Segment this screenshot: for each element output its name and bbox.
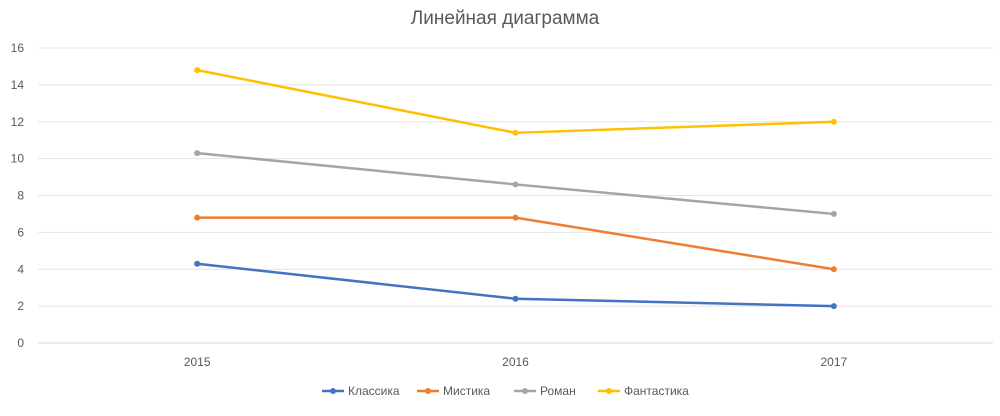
data-point bbox=[512, 181, 519, 188]
data-point bbox=[512, 214, 519, 221]
x-tick-label: 2017 bbox=[820, 355, 847, 369]
legend-swatch-marker bbox=[606, 388, 612, 394]
series-line bbox=[195, 216, 836, 271]
y-tick-label: 10 bbox=[11, 152, 25, 166]
data-point bbox=[194, 214, 201, 221]
y-tick-label: 2 bbox=[17, 299, 24, 313]
y-tick-label: 14 bbox=[11, 78, 25, 92]
gridlines bbox=[38, 47, 993, 344]
chart-title: Линейная диаграмма bbox=[411, 8, 600, 29]
y-tick-label: 16 bbox=[11, 41, 25, 55]
legend-swatch-marker bbox=[425, 388, 431, 394]
data-point bbox=[512, 129, 519, 136]
legend-swatch-marker bbox=[330, 388, 336, 394]
series-2 bbox=[194, 214, 837, 273]
data-point bbox=[194, 150, 201, 157]
y-axis-ticks: 0 2 4 6 8 10 12 14 16 bbox=[11, 41, 25, 350]
y-tick-label: 4 bbox=[17, 262, 24, 276]
series-3 bbox=[194, 150, 837, 217]
data-point bbox=[194, 260, 201, 267]
legend-item: Фантастика bbox=[598, 384, 689, 398]
data-point bbox=[512, 295, 519, 302]
legend-label: Роман bbox=[540, 384, 576, 398]
legend-label: Фантастика bbox=[624, 384, 689, 398]
y-tick-label: 0 bbox=[17, 336, 24, 350]
legend-item: Классика bbox=[322, 384, 400, 398]
y-tick-label: 8 bbox=[17, 189, 24, 203]
x-axis-ticks: 2015 2016 2017 bbox=[184, 355, 848, 369]
y-tick-label: 6 bbox=[17, 225, 24, 239]
x-tick-label: 2016 bbox=[502, 355, 529, 369]
legend: Классика Мистика Роман Фантастика bbox=[322, 384, 689, 398]
data-point bbox=[194, 67, 201, 74]
series-4 bbox=[194, 67, 837, 136]
x-tick-label: 2015 bbox=[184, 355, 211, 369]
series-line bbox=[195, 68, 836, 135]
y-tick-label: 12 bbox=[11, 115, 25, 129]
data-point bbox=[830, 210, 837, 217]
legend-item: Мистика bbox=[417, 384, 490, 398]
data-point bbox=[830, 303, 837, 310]
data-point bbox=[830, 118, 837, 125]
legend-swatch-marker bbox=[522, 388, 528, 394]
legend-label: Мистика bbox=[443, 384, 490, 398]
data-point bbox=[830, 266, 837, 273]
series-1 bbox=[194, 260, 837, 310]
series-lines bbox=[194, 67, 837, 310]
legend-label: Классика bbox=[348, 384, 400, 398]
legend-item: Роман bbox=[514, 384, 576, 398]
